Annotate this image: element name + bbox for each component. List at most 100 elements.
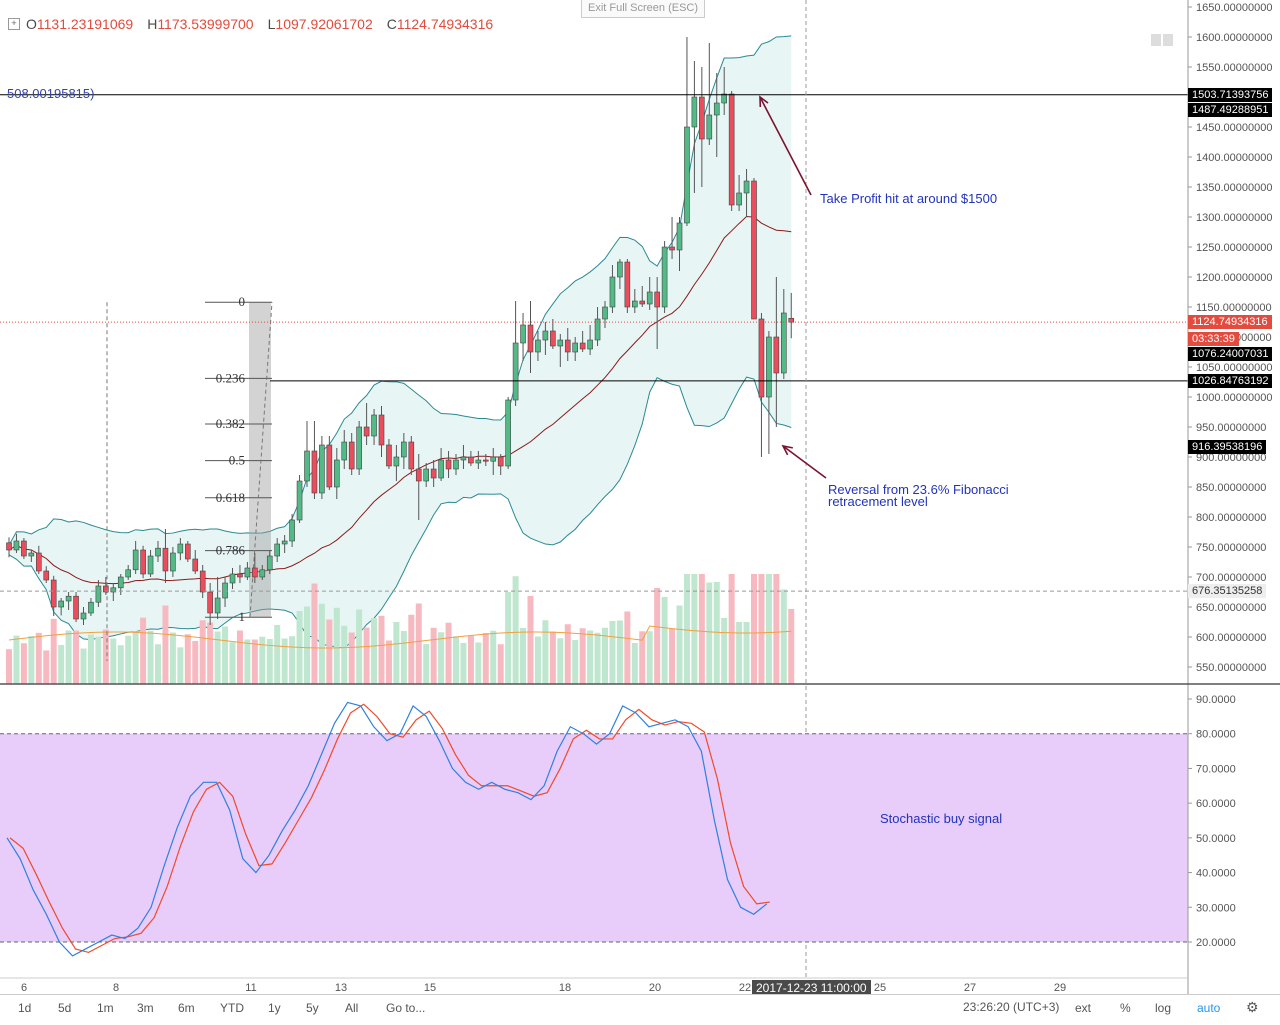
timeframe-ytd[interactable]: YTD — [220, 1001, 244, 1015]
timeframe-3m[interactable]: 3m — [137, 1001, 154, 1015]
candle-body — [639, 300, 646, 305]
candle-body — [393, 456, 400, 467]
collapse-icon[interactable]: + — [8, 18, 20, 30]
price-axis-tick: 900.00000000 — [1196, 452, 1266, 464]
volume-bar — [162, 605, 169, 684]
volume-bar — [631, 643, 638, 684]
timeframe-1y[interactable]: 1y — [268, 1001, 281, 1015]
time-axis-tick: 22 — [739, 982, 751, 994]
candle-body — [281, 540, 288, 545]
price-tag: 676.35135258 — [1188, 584, 1267, 599]
candle-body — [177, 543, 184, 554]
price-tag: 1503.71393756 — [1188, 87, 1273, 102]
reversal-annotation-line2[interactable]: retracement level — [828, 494, 928, 509]
goto-button[interactable]: Go to... — [386, 1001, 426, 1015]
candle-body — [356, 426, 362, 470]
candle-body — [654, 291, 660, 308]
reversal-arrow[interactable] — [782, 445, 827, 479]
take-profit-annotation[interactable]: Take Profit hit at around $1500 — [820, 191, 998, 206]
price-axis[interactable] — [1188, 0, 1280, 994]
volume-bar — [788, 608, 795, 684]
settings-gear-icon[interactable]: ⚙ — [1246, 999, 1259, 1015]
horizontal-lines[interactable] — [0, 0, 1188, 978]
volume-bar — [214, 631, 221, 684]
take-profit-arrow[interactable] — [759, 96, 812, 196]
candle-body — [684, 126, 690, 224]
fibonacci-retracement[interactable]: 0 0.236 0.382 0.5 0.618 0.786 1 — [106, 294, 273, 661]
timeframe-all[interactable]: All — [345, 1001, 359, 1015]
candle-body — [43, 570, 50, 581]
open-value: 1131.23191069 — [36, 16, 134, 32]
volume-bar — [467, 635, 474, 684]
percent-toggle[interactable]: % — [1120, 1001, 1131, 1015]
price-tag: 1076.24007031 — [1188, 347, 1273, 362]
candle-body — [132, 549, 139, 571]
crosshair-time-label: 2017-12-23 11:00:00 — [752, 980, 871, 996]
maximize-icon[interactable] — [1163, 34, 1173, 46]
candle-body — [721, 93, 728, 104]
close-label: C — [386, 16, 397, 32]
timeframe-1d[interactable]: 1d — [18, 1001, 32, 1015]
candle-body — [475, 459, 482, 464]
ext-toggle[interactable]: ext — [1075, 1001, 1092, 1015]
candle-body — [21, 540, 27, 557]
candle-body — [341, 441, 348, 461]
candle-body — [535, 339, 541, 353]
volume-bar — [415, 603, 422, 684]
time-axis-tick: 15 — [424, 982, 436, 994]
candle-body — [110, 587, 117, 593]
exit-fullscreen-button[interactable]: Exit Full Screen (ESC) — [581, 0, 705, 18]
volume-bar — [199, 620, 206, 684]
price-axis-tick: 750.00000000 — [1196, 542, 1266, 554]
ohlc-legend: + O1131.23191069 H1173.53999700 L1097.92… — [8, 16, 493, 32]
volume-bar — [13, 635, 20, 684]
candle-body — [199, 570, 206, 593]
price-axis-tick: 1200.00000000 — [1196, 272, 1272, 284]
candle-body — [386, 444, 392, 467]
axes: 1650.000000001600.000000001550.000000001… — [0, 0, 1280, 994]
candle-body — [751, 180, 757, 320]
timeframe-5d[interactable]: 5d — [58, 1001, 72, 1015]
candle-body — [550, 330, 556, 347]
time-axis-tick: 25 — [874, 982, 886, 994]
minimize-icon[interactable] — [1151, 34, 1161, 46]
candle-body — [214, 597, 221, 614]
price-axis-tick: 1000.00000000 — [1196, 392, 1272, 404]
stochastic-annotation[interactable]: Stochastic buy signal — [880, 811, 1003, 826]
fib-level-label: 1 — [239, 609, 246, 624]
timeframe-1m[interactable]: 1m — [97, 1001, 114, 1015]
reversal-arrow-head — [781, 444, 793, 456]
volume-bar — [274, 625, 281, 684]
stoch-axis-tick: 30.0000 — [1196, 902, 1236, 914]
candle-body — [140, 549, 146, 575]
volume-bar — [326, 619, 333, 684]
auto-toggle[interactable]: auto — [1197, 1001, 1221, 1015]
candle-body — [438, 459, 444, 479]
candle-body — [117, 576, 124, 589]
fib-level-label: 0.618 — [216, 490, 245, 505]
volume-bar — [311, 583, 318, 684]
stoch-axis-tick: 20.0000 — [1196, 937, 1236, 949]
price-axis-tick: 550.00000000 — [1196, 662, 1266, 674]
candle-body — [699, 96, 705, 140]
timeframe-5y[interactable]: 5y — [306, 1001, 319, 1015]
volume-bar — [579, 628, 586, 684]
candle-body — [348, 441, 355, 470]
candle-body — [609, 276, 616, 308]
volume-bar — [512, 576, 519, 684]
panel-controls[interactable] — [1151, 34, 1173, 46]
candle-body — [542, 330, 549, 341]
stoch-k-line — [6, 701, 768, 957]
timeframe-6m[interactable]: 6m — [178, 1001, 195, 1015]
volume-bar — [318, 603, 325, 684]
time-axis-tick: 20 — [649, 982, 661, 994]
log-toggle[interactable]: log — [1155, 1001, 1172, 1015]
volume-bar — [281, 638, 288, 684]
volume-bar — [691, 574, 698, 684]
volume-bar — [780, 589, 787, 684]
reversal-annotation-line1[interactable]: Reversal from 23.6% Fibonacci — [828, 482, 1009, 497]
volume-bar — [751, 574, 757, 684]
volume-bar — [609, 621, 616, 684]
price-axis-tick: 800.00000000 — [1196, 512, 1266, 524]
